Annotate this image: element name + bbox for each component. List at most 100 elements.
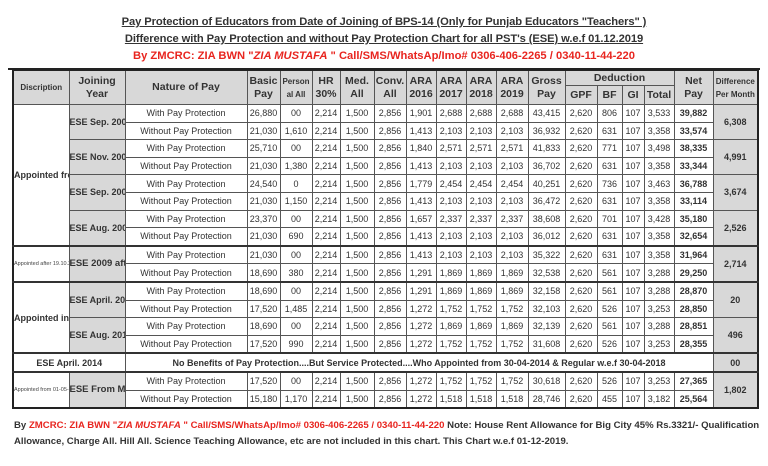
- nature-cell: With Pay Protection: [124, 104, 248, 123]
- basic-cell: 18,690: [246, 263, 281, 283]
- total-cell: 3,428: [643, 209, 675, 229]
- nature-cell: Without Pay Protection: [124, 227, 248, 247]
- basic-cell: 25,710: [246, 139, 281, 158]
- med-cell: 1,500: [339, 389, 375, 409]
- gpf-cell: 2,620: [564, 244, 598, 265]
- table-row: Without Pay Protection 15,180 1,170 2,214 1,…: [13, 389, 758, 409]
- net-pay-cell: 31,964: [673, 244, 714, 265]
- basic-cell: 21,030: [246, 227, 281, 247]
- col-deduction: Deduction: [564, 69, 675, 86]
- personal-cell: 1,485: [279, 299, 313, 319]
- bf-cell: 631: [596, 244, 623, 265]
- personal-cell: 1,380: [279, 156, 313, 176]
- col-gi: GI: [621, 85, 645, 105]
- joining-year-cell: ESE From May. 2014: [68, 370, 126, 409]
- hr-cell: 2,214: [311, 280, 341, 301]
- ara2018-cell: 2,103: [465, 227, 497, 247]
- gi-cell: 107: [621, 244, 645, 265]
- footer-by: By: [14, 420, 29, 431]
- joining-year-cell: ESE Sep. 2002: [68, 103, 126, 141]
- ara2016-cell: 1,840: [405, 139, 437, 158]
- difference-cell: 6,308: [712, 103, 759, 141]
- nature-cell: Without Pay Protection: [124, 191, 248, 211]
- net-pay-cell: 36,788: [673, 174, 714, 193]
- net-pay-cell: 28,851: [673, 317, 714, 336]
- ara2018-cell: 1,869: [465, 317, 497, 336]
- gi-cell: 107: [621, 263, 645, 283]
- ara2018-cell: 2,103: [465, 121, 497, 141]
- gross-cell: 32,103: [527, 299, 566, 319]
- personal-cell: 1,170: [279, 389, 313, 409]
- gpf-cell: 2,620: [564, 263, 598, 283]
- ara2018-cell: 1,752: [465, 299, 497, 319]
- ara2016-cell: 1,657: [405, 209, 437, 229]
- gpf-cell: 2,620: [564, 370, 598, 391]
- difference-cell: 20: [712, 280, 759, 319]
- gi-cell: 107: [621, 334, 645, 354]
- difference-cell: 00: [712, 352, 759, 373]
- nature-cell: With Pay Protection: [124, 139, 248, 158]
- table-row: Appointed in 2012 & Regularized w.e.f 07…: [12, 280, 759, 354]
- basic-cell: 23,370: [246, 209, 281, 229]
- gpf-cell: 2,620: [564, 139, 598, 158]
- total-cell: 3,358: [643, 121, 675, 141]
- col-conv: Conv. All: [373, 69, 407, 105]
- nature-cell: Without Pay Protection: [124, 156, 248, 176]
- med-cell: 1,500: [339, 139, 375, 158]
- ara2019-cell: 2,103: [495, 191, 529, 211]
- table-row: ESE Aug. 2012With Pay Protection18,69000…: [13, 317, 759, 354]
- med-cell: 1,500: [339, 174, 375, 193]
- personal-cell: 1,150: [279, 191, 313, 211]
- ara2018-cell: 2,103: [465, 191, 497, 211]
- basic-cell: 15,180: [246, 389, 281, 409]
- med-cell: 1,500: [339, 334, 375, 354]
- gi-cell: 107: [621, 104, 645, 123]
- ara2017-cell: 2,337: [435, 209, 467, 229]
- author-name: ZIA MUSTAFA: [253, 50, 328, 62]
- ara2018-cell: 1,518: [465, 389, 497, 409]
- april-2014-row: ESE April. 2014 No Benefits of Pay Protec…: [12, 352, 759, 373]
- col-description: Discription: [12, 69, 70, 105]
- nature-cell: With Pay Protection: [124, 174, 248, 193]
- med-cell: 1,500: [339, 209, 375, 229]
- personal-cell: 380: [279, 263, 313, 283]
- col-ara2016: ARA 2016: [405, 69, 437, 105]
- nature-cell: With Pay Protection: [124, 280, 248, 301]
- joining-year-cell: ESE Nov. 2003: [68, 139, 126, 176]
- difference-cell: 2,526: [712, 209, 759, 247]
- ara2019-cell: 1,518: [495, 389, 529, 409]
- gross-cell: 30,618: [527, 370, 566, 391]
- net-pay-cell: 27,365: [673, 370, 714, 391]
- conv-cell: 2,856: [373, 263, 407, 283]
- hr-cell: 2,214: [311, 263, 341, 283]
- col-med: Med. All: [339, 69, 375, 105]
- total-cell: 3,463: [643, 174, 675, 193]
- ara2018-cell: 2,454: [465, 174, 497, 193]
- ara2019-cell: 1,752: [495, 299, 529, 319]
- bf-cell: 561: [596, 317, 623, 336]
- footer-author-contact: " Call/SMS/WhatsAp/Imo# 0306-406-2265 / …: [180, 420, 445, 431]
- col-ara2019: ARA 2019: [495, 69, 529, 105]
- ara2016-cell: 1,272: [405, 317, 437, 336]
- ara2016-cell: 1,779: [405, 174, 437, 193]
- gross-cell: 32,538: [527, 263, 566, 283]
- personal-cell: 00: [279, 370, 313, 391]
- col-gross: Gross Pay: [527, 69, 566, 105]
- bf-cell: 701: [596, 209, 623, 229]
- table-row: Without Pay Protection 17,520 1,485 2,214 1,…: [13, 299, 758, 319]
- net-pay-cell: 35,180: [673, 209, 714, 229]
- total-cell: 3,358: [643, 227, 675, 247]
- basic-cell: 18,690: [246, 280, 281, 301]
- gpf-cell: 2,620: [564, 209, 598, 229]
- bf-cell: 631: [596, 227, 623, 247]
- title-line-1: Pay Protection of Educators from Date of…: [121, 16, 647, 28]
- ara2017-cell: 2,103: [435, 191, 467, 211]
- gi-cell: 107: [621, 156, 645, 176]
- gross-cell: 36,012: [527, 227, 566, 247]
- ara2019-cell: 1,869: [495, 280, 529, 301]
- hr-cell: 2,214: [311, 139, 341, 158]
- ara2016-cell: 1,413: [405, 156, 437, 176]
- nature-cell: With Pay Protection: [124, 209, 248, 229]
- col-ara2017: ARA 2017: [435, 69, 467, 105]
- hr-cell: 2,214: [311, 227, 341, 247]
